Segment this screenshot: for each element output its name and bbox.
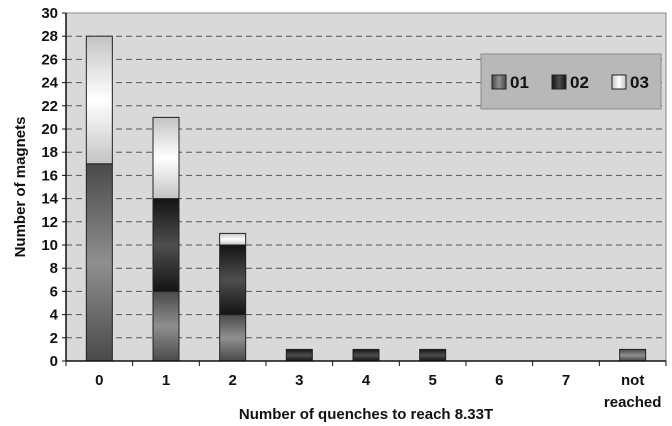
bar-segment-02-cat-5 bbox=[419, 348, 447, 362]
x-tick-label: 6 bbox=[495, 372, 503, 389]
x-tick-label: 5 bbox=[428, 372, 436, 389]
y-tick-label: 12 bbox=[41, 214, 58, 231]
x-tick-label: 7 bbox=[562, 372, 570, 389]
y-tick-label: 6 bbox=[50, 283, 58, 300]
y-tick-label: 18 bbox=[41, 144, 58, 161]
legend: 01 02 03 bbox=[480, 53, 662, 110]
legend-label-03: 03 bbox=[630, 73, 649, 92]
legend-box bbox=[480, 53, 662, 110]
bar-segment-01-cat-1 bbox=[152, 290, 180, 362]
y-tick-label: 16 bbox=[41, 167, 58, 184]
y-tick-label: 14 bbox=[41, 191, 58, 208]
legend-label-01: 01 bbox=[510, 73, 529, 92]
bar-segment-02-cat-4 bbox=[352, 348, 380, 362]
bar-segment-03-cat-1 bbox=[152, 116, 180, 200]
bar-segment-01-cat-0 bbox=[85, 163, 113, 362]
x-tick-label: 3 bbox=[295, 372, 303, 389]
y-tick-label: 0 bbox=[50, 353, 58, 370]
axes bbox=[62, 12, 667, 366]
legend-swatch-01 bbox=[491, 74, 507, 90]
x-tick-label: 4 bbox=[362, 372, 371, 389]
x-tick-label: 0 bbox=[95, 372, 103, 389]
y-tick-label: 24 bbox=[41, 75, 58, 92]
x-tick-label: 1 bbox=[162, 372, 170, 389]
y-tick-label: 22 bbox=[41, 98, 58, 115]
bar-segment-01-cat-8 bbox=[619, 348, 647, 362]
y-tick-label: 10 bbox=[41, 237, 58, 254]
x-axis-title: Number of quenches to reach 8.33T bbox=[239, 406, 493, 423]
x-tick-label: 2 bbox=[228, 372, 236, 389]
y-axis-title: Number of magnets bbox=[12, 117, 29, 258]
bar-segment-03-cat-2 bbox=[219, 232, 247, 246]
y-tick-label: 20 bbox=[41, 121, 58, 138]
y-tick-label: 4 bbox=[50, 307, 59, 324]
legend-swatch-02 bbox=[551, 74, 567, 90]
y-tick-label: 28 bbox=[41, 28, 58, 45]
x-tick-label: not bbox=[621, 372, 644, 389]
y-tick-label: 8 bbox=[50, 260, 58, 277]
bar-segment-02-cat-3 bbox=[285, 348, 313, 362]
y-tick-label: 2 bbox=[50, 330, 58, 347]
y-tick-label: 26 bbox=[41, 51, 58, 68]
y-tick-label: 30 bbox=[41, 5, 58, 22]
legend-swatch-03 bbox=[611, 74, 627, 90]
legend-label-02: 02 bbox=[570, 73, 589, 92]
x-tick-label-line2: reached bbox=[604, 394, 662, 411]
bar-segment-03-cat-0 bbox=[85, 35, 113, 165]
bar-segment-01-cat-2 bbox=[219, 314, 247, 362]
bar-segment-02-cat-1 bbox=[152, 198, 180, 292]
bar-segment-02-cat-2 bbox=[219, 244, 247, 316]
bars bbox=[85, 35, 647, 362]
